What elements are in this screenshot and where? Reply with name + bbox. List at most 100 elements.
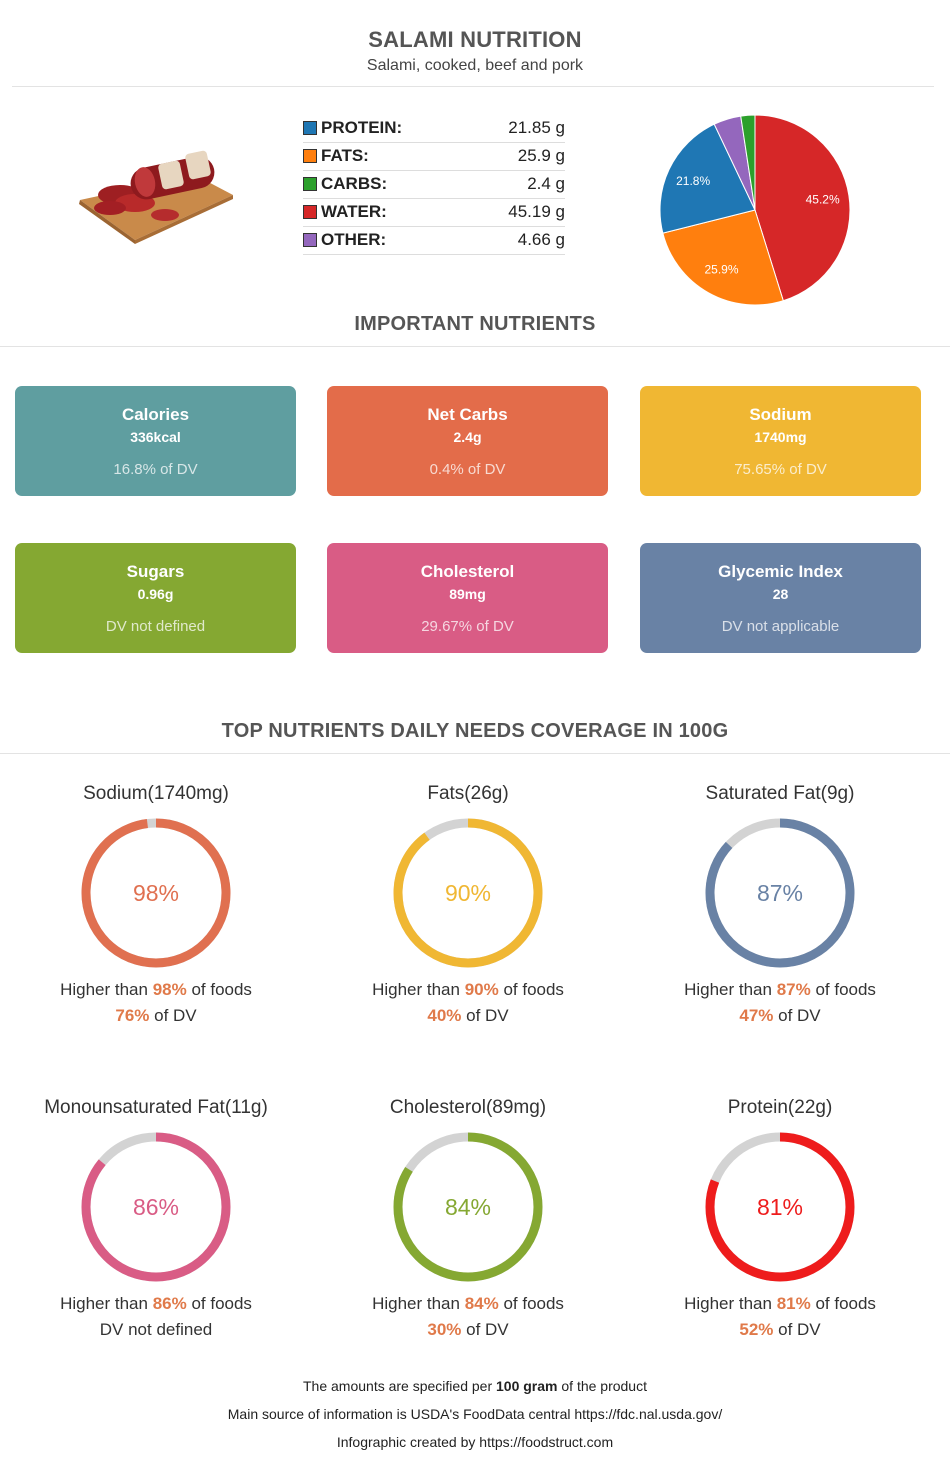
macro-pie-chart: 45.2% 25.9% 21.8% xyxy=(659,114,851,306)
higher-prefix: Higher than xyxy=(684,980,777,999)
legend-swatch xyxy=(303,205,317,219)
pie-slice-protein xyxy=(659,123,756,234)
nutrient-card: Sugars 0.96g DV not defined xyxy=(15,543,296,653)
card-dv: DV not applicable xyxy=(721,618,840,635)
pie-slice-water xyxy=(754,114,851,302)
card-dv: 75.65% of DV xyxy=(734,461,827,478)
higher-prefix: Higher than xyxy=(60,1294,153,1313)
salami-image xyxy=(79,150,233,244)
macro-row: CARBS: 2.4 g xyxy=(303,170,565,199)
macro-value: 4.66 g xyxy=(517,230,565,249)
ring-progress-arc xyxy=(81,1132,231,1282)
higher-percent: 90% xyxy=(464,980,499,999)
card-dv: 16.8% of DV xyxy=(113,461,198,478)
footer-line1-post: of the product xyxy=(557,1378,647,1394)
ring-title: Saturated Fat(9g) xyxy=(705,783,855,804)
nutrient-card: Calories 336kcal 16.8% of DV xyxy=(15,386,296,496)
dv-suffix: of DV xyxy=(773,1320,821,1339)
card-name: Net Carbs xyxy=(427,405,508,424)
ring-percent: 98% xyxy=(133,880,179,906)
macro-value: 45.19 g xyxy=(508,202,565,221)
higher-prefix: Higher than xyxy=(684,1294,777,1313)
page-title: SALAMI NUTRITION xyxy=(368,27,582,52)
coverage-divider xyxy=(0,753,950,754)
coverage-ring: 87% xyxy=(705,818,855,968)
coverage-ring: 98% xyxy=(81,818,231,968)
dv-line: 47% of DV xyxy=(624,1006,936,1026)
higher-prefix: Higher than xyxy=(372,1294,465,1313)
card-name: Cholesterol xyxy=(420,562,515,581)
header-divider xyxy=(12,86,934,87)
coverage-ring: 86% xyxy=(81,1132,231,1282)
macro-label: CARBS: xyxy=(321,174,388,193)
card-value: 0.96g xyxy=(137,586,174,602)
higher-percent: 86% xyxy=(152,1294,187,1313)
ring-percent: 86% xyxy=(133,1194,179,1220)
ring-percent: 81% xyxy=(757,1194,803,1220)
card-dv: 0.4% of DV xyxy=(429,461,506,478)
dv-percent: 40% xyxy=(427,1006,462,1025)
macro-row: WATER: 45.19 g xyxy=(303,198,565,227)
dv-line: DV not defined xyxy=(0,1320,312,1340)
footer-amount-note: The amounts are specified per 100 gram o… xyxy=(0,1378,950,1394)
card-name: Sodium xyxy=(749,405,812,424)
dv-percent: 76% xyxy=(115,1006,150,1025)
ring-title: Monounsaturated Fat(11g) xyxy=(44,1097,268,1118)
pie-slice-carbs xyxy=(740,114,756,211)
page-subtitle: Salami, cooked, beef and pork xyxy=(366,57,584,74)
higher-prefix: Higher than xyxy=(372,980,465,999)
card-value: 1740mg xyxy=(754,429,807,445)
nutrient-card: Net Carbs 2.4g 0.4% of DV xyxy=(327,386,608,496)
ring-progress-arc xyxy=(393,818,543,968)
higher-suffix: of foods xyxy=(186,1294,252,1313)
card-name: Glycemic Index xyxy=(718,562,843,581)
macro-value: 25.9 g xyxy=(517,146,565,165)
pie-label: 45.2% xyxy=(806,193,840,207)
dv-line: 52% of DV xyxy=(624,1320,936,1340)
dv-line: 40% of DV xyxy=(312,1006,624,1026)
footer-line1-bold: 100 gram xyxy=(496,1378,558,1394)
ring-progress-arc xyxy=(705,1132,855,1282)
dv-suffix: of DV xyxy=(149,1006,197,1025)
dv-suffix: of DV xyxy=(461,1006,509,1025)
legend-swatch xyxy=(303,233,317,247)
card-value: 336kcal xyxy=(130,429,181,445)
dv-percent: 47% xyxy=(739,1006,774,1025)
card-value: 89mg xyxy=(449,586,486,602)
dv-line: 76% of DV xyxy=(0,1006,312,1026)
footer-credit: Infographic created by https://foodstruc… xyxy=(336,1434,614,1450)
ring-percent: 84% xyxy=(445,1194,491,1220)
dv-suffix: of DV xyxy=(461,1320,509,1339)
ring-percent: 87% xyxy=(757,880,803,906)
higher-prefix: Higher than xyxy=(60,980,153,999)
ring-progress-arc xyxy=(81,818,231,968)
higher-than-line: Higher than 81% of foods xyxy=(624,1294,936,1314)
higher-percent: 81% xyxy=(776,1294,811,1313)
coverage-ring: 90% xyxy=(393,818,543,968)
pie-slice-fats xyxy=(662,209,784,306)
higher-than-line: Higher than 90% of foods xyxy=(312,980,624,1000)
dv-percent: 30% xyxy=(427,1320,462,1339)
card-value: 2.4g xyxy=(453,429,482,445)
macro-row: PROTEIN: 21.85 g xyxy=(303,114,565,143)
card-value: 28 xyxy=(772,586,789,602)
higher-suffix: of foods xyxy=(498,1294,564,1313)
ring-title: Sodium(1740mg) xyxy=(83,783,229,804)
pie-label: 21.8% xyxy=(676,174,710,188)
higher-percent: 84% xyxy=(464,1294,499,1313)
card-dv: 29.67% of DV xyxy=(421,618,514,635)
higher-than-line: Higher than 87% of foods xyxy=(624,980,936,1000)
macro-row: OTHER: 4.66 g xyxy=(303,226,565,255)
higher-than-line: Higher than 98% of foods xyxy=(0,980,312,1000)
higher-suffix: of foods xyxy=(810,1294,876,1313)
card-name: Calories xyxy=(121,405,190,424)
ring-title: Cholesterol(89mg) xyxy=(389,1097,547,1118)
nutrient-card: Cholesterol 89mg 29.67% of DV xyxy=(327,543,608,653)
important-nutrients-title: IMPORTANT NUTRIENTS xyxy=(354,313,596,335)
ring-title: Protein(22g) xyxy=(727,1097,833,1118)
dv-line: 30% of DV xyxy=(312,1320,624,1340)
footer-source: Main source of information is USDA's Foo… xyxy=(227,1406,723,1422)
macro-value: 21.85 g xyxy=(508,118,565,137)
higher-than-line: Higher than 84% of foods xyxy=(312,1294,624,1314)
macro-label: FATS: xyxy=(321,146,369,165)
